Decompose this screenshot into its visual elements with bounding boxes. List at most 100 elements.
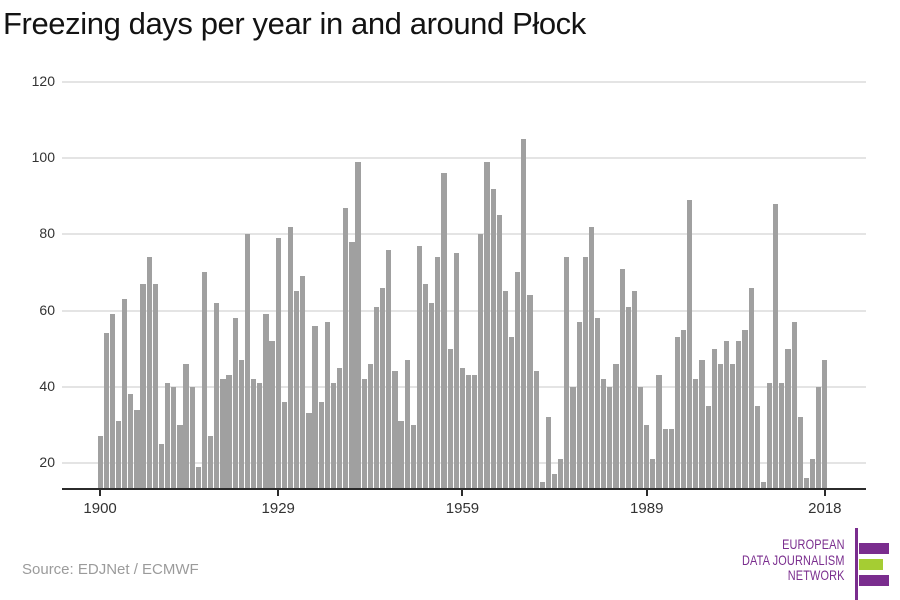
bar-1934[interactable]: [306, 413, 312, 488]
bar-1911[interactable]: [165, 382, 171, 488]
bar-1900[interactable]: [97, 436, 103, 488]
bar-1924[interactable]: [244, 234, 251, 488]
bar-1996[interactable]: [687, 200, 693, 488]
bar-1912[interactable]: [171, 386, 177, 488]
bar-1993[interactable]: [668, 428, 674, 488]
bar-1978[interactable]: [576, 321, 582, 488]
bar-1932[interactable]: [294, 291, 300, 488]
bar-1930[interactable]: [281, 401, 287, 488]
bar-1925[interactable]: [251, 379, 257, 488]
bar-1951[interactable]: [410, 424, 416, 488]
bar-1933[interactable]: [300, 276, 306, 488]
bar-1973[interactable]: [545, 417, 552, 488]
bar-1964[interactable]: [490, 188, 496, 488]
bar-1961[interactable]: [472, 375, 478, 488]
bar-1975[interactable]: [558, 459, 564, 488]
bar-1917[interactable]: [201, 272, 208, 488]
bar-1995[interactable]: [680, 329, 687, 488]
bar-1939[interactable]: [337, 367, 343, 488]
bar-1998[interactable]: [699, 360, 705, 488]
bar-1931[interactable]: [287, 226, 294, 488]
bar-2007[interactable]: [754, 405, 760, 488]
bar-1976[interactable]: [564, 257, 570, 488]
bar-2008[interactable]: [760, 481, 767, 488]
bar-1979[interactable]: [582, 257, 588, 488]
bar-1971[interactable]: [533, 371, 539, 488]
bar-2017[interactable]: [816, 386, 822, 488]
bar-2012[interactable]: [785, 348, 791, 488]
bar-1937[interactable]: [324, 321, 330, 488]
bar-1990[interactable]: [650, 459, 656, 488]
bar-1948[interactable]: [392, 371, 398, 488]
bar-2013[interactable]: [791, 321, 797, 488]
bar-1970[interactable]: [527, 295, 533, 488]
bar-1958[interactable]: [453, 253, 459, 488]
bar-1987[interactable]: [631, 291, 638, 488]
bar-1920[interactable]: [220, 379, 226, 488]
bar-1910[interactable]: [158, 443, 165, 488]
bar-1928[interactable]: [269, 341, 275, 488]
bar-2009[interactable]: [766, 382, 773, 488]
bar-1909[interactable]: [152, 283, 158, 488]
bar-1986[interactable]: [625, 306, 631, 488]
bar-1944[interactable]: [367, 363, 373, 488]
bar-1945[interactable]: [373, 306, 380, 488]
bar-2002[interactable]: [723, 341, 730, 488]
bar-1956[interactable]: [441, 173, 447, 488]
bar-1991[interactable]: [656, 375, 662, 488]
bar-1983[interactable]: [607, 386, 613, 488]
bar-1938[interactable]: [330, 382, 337, 488]
bar-2016[interactable]: [809, 459, 816, 488]
bar-2010[interactable]: [773, 203, 779, 488]
bar-1927[interactable]: [263, 314, 269, 488]
bar-1985[interactable]: [619, 268, 625, 488]
bar-1906[interactable]: [134, 409, 140, 488]
bar-1974[interactable]: [552, 474, 558, 488]
bar-1914[interactable]: [183, 363, 189, 488]
bar-1959[interactable]: [459, 367, 466, 488]
bar-1966[interactable]: [502, 291, 509, 488]
bar-1922[interactable]: [232, 318, 238, 488]
bar-2011[interactable]: [779, 382, 785, 488]
bar-1952[interactable]: [416, 245, 423, 488]
bar-1984[interactable]: [613, 363, 619, 488]
bar-1936[interactable]: [318, 401, 324, 488]
bar-2018[interactable]: [822, 360, 828, 488]
bar-1918[interactable]: [208, 436, 214, 488]
bar-1950[interactable]: [404, 360, 410, 488]
bar-1949[interactable]: [398, 420, 404, 488]
bar-1929[interactable]: [275, 238, 281, 488]
bar-1904[interactable]: [122, 299, 128, 488]
bar-1942[interactable]: [355, 161, 361, 488]
bar-1960[interactable]: [466, 375, 472, 488]
bar-1919[interactable]: [214, 302, 220, 488]
bar-1954[interactable]: [429, 302, 435, 488]
bar-1953[interactable]: [423, 283, 429, 488]
bar-1926[interactable]: [257, 382, 263, 488]
bar-1902[interactable]: [109, 314, 115, 488]
bar-2000[interactable]: [711, 348, 717, 488]
bar-2015[interactable]: [803, 478, 810, 488]
bar-1905[interactable]: [128, 394, 134, 488]
bar-1908[interactable]: [146, 257, 152, 488]
bar-2003[interactable]: [730, 363, 736, 488]
bar-1980[interactable]: [588, 226, 595, 488]
bar-1988[interactable]: [637, 386, 644, 488]
bar-1935[interactable]: [312, 325, 318, 488]
bar-1977[interactable]: [570, 386, 576, 488]
bar-1957[interactable]: [447, 348, 453, 488]
bar-1940[interactable]: [343, 207, 349, 488]
bar-1943[interactable]: [361, 379, 367, 488]
bar-2001[interactable]: [717, 363, 724, 488]
bar-1992[interactable]: [662, 428, 668, 488]
bar-1972[interactable]: [539, 481, 545, 488]
bar-1947[interactable]: [386, 249, 392, 488]
bar-1999[interactable]: [705, 405, 711, 488]
bar-1967[interactable]: [509, 337, 515, 488]
bar-1963[interactable]: [484, 161, 490, 488]
bar-1965[interactable]: [496, 215, 502, 488]
bar-1907[interactable]: [140, 283, 146, 488]
bar-1903[interactable]: [115, 420, 122, 488]
bar-2006[interactable]: [748, 287, 754, 488]
bar-1968[interactable]: [515, 272, 521, 488]
